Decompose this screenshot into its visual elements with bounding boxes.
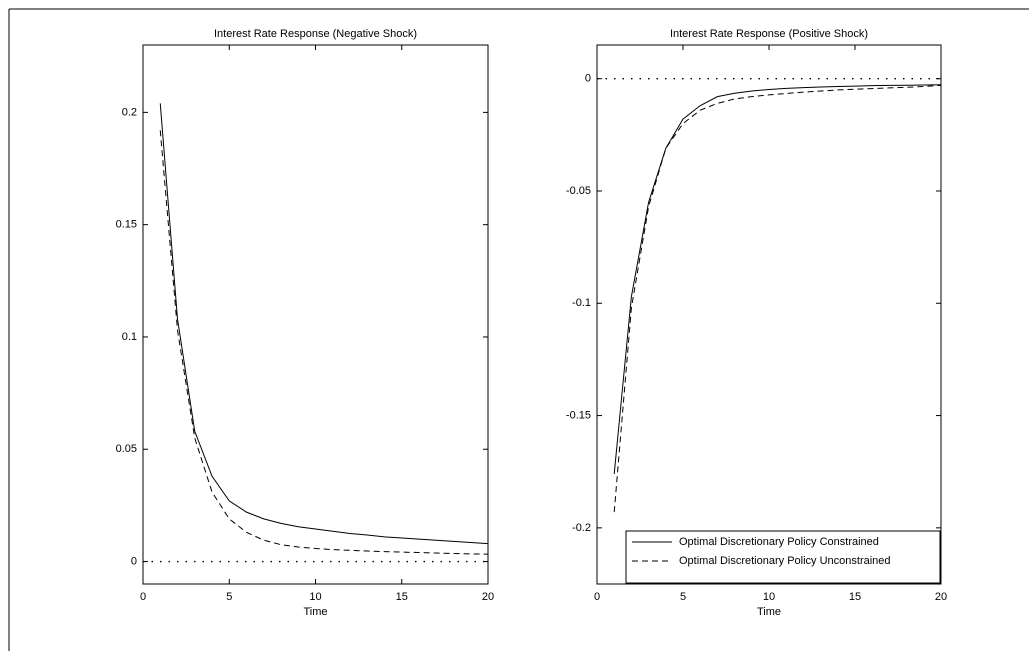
y-tick-label: -0.15 [566,409,591,421]
x-tick-label: 0 [594,591,600,603]
legend-label: Optimal Discretionary Policy Constrained [679,536,879,548]
y-tick-label: -0.2 [572,522,591,534]
y-tick-label: 0 [131,555,137,567]
x-tick-label: 5 [680,591,686,603]
x-tick-label: 0 [140,591,146,603]
y-tick-label: 0.15 [116,219,137,231]
y-tick-label: -0.1 [572,297,591,309]
data-line [159,130,489,555]
y-tick-label: 0.05 [116,443,137,455]
legend-label: Optimal Discretionary Policy Unconstrain… [679,555,891,567]
y-tick-label: 0.1 [122,331,137,343]
x-tick-label: 20 [482,591,494,603]
chart-title: Interest Rate Response (Negative Shock) [214,28,417,40]
plot-area [142,44,489,585]
x-tick-label: 10 [309,591,321,603]
x-axis-label: Time [757,606,781,618]
chart-title: Interest Rate Response (Positive Shock) [670,28,868,40]
x-tick-label: 15 [396,591,408,603]
x-tick-label: 15 [849,591,861,603]
x-tick-label: 20 [935,591,947,603]
y-tick-label: 0.2 [122,106,137,118]
x-tick-label: 10 [763,591,775,603]
legend-box [625,530,941,584]
plot-area [596,44,942,585]
data-line [159,103,489,545]
x-axis-label: Time [303,606,327,618]
x-tick-label: 5 [226,591,232,603]
y-tick-label: 0 [585,73,591,85]
data-line [613,84,942,513]
y-tick-label: -0.05 [566,185,591,197]
